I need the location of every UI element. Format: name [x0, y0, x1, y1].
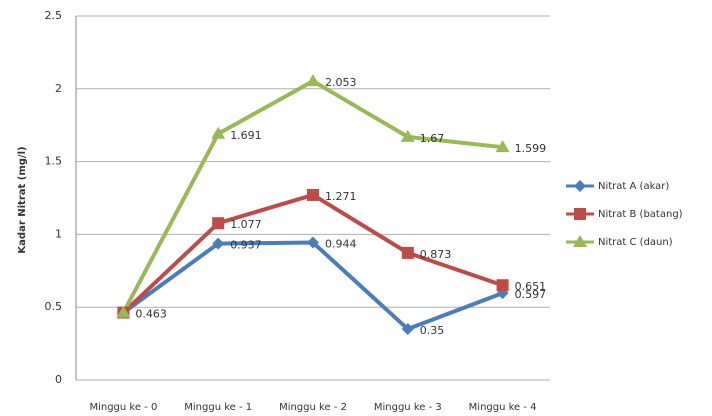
data-point — [307, 236, 319, 249]
data-label: 1.271 — [325, 190, 357, 203]
legend-marker — [573, 235, 587, 247]
data-label: 0.937 — [230, 239, 262, 252]
y-tick-label: 0.5 — [45, 300, 63, 313]
legend-label: Nitrat B (batang) — [598, 209, 683, 220]
y-tick-label: 2.5 — [45, 9, 63, 22]
data-label: 0.597 — [515, 288, 547, 301]
data-label: 0.873 — [420, 248, 452, 261]
data-point — [306, 74, 320, 87]
data-label: 0.35 — [420, 324, 445, 337]
data-label: 0.944 — [325, 238, 357, 251]
data-label: 1.67 — [420, 132, 445, 145]
x-tick-label: Minggu ke - 4 — [469, 402, 537, 413]
data-point — [212, 217, 225, 230]
y-tick-label: 0 — [55, 373, 62, 386]
data-point — [496, 279, 509, 292]
legend-marker — [574, 180, 586, 192]
data-label: 1.691 — [230, 129, 262, 142]
legend-label: Nitrat A (akar) — [598, 181, 669, 192]
y-tick-label: 1 — [55, 227, 62, 240]
data-point — [211, 126, 226, 139]
data-label: 1.077 — [230, 218, 262, 231]
data-point — [400, 129, 415, 142]
y-tick-label: 2 — [55, 82, 62, 95]
y-tick-label: 1.5 — [45, 155, 63, 168]
data-label: 2.053 — [325, 76, 357, 89]
data-point — [401, 246, 414, 259]
data-point — [212, 237, 225, 250]
legend-label: Nitrat C (daun) — [598, 237, 673, 248]
legend-marker — [574, 208, 586, 220]
x-tick-label: Minggu ke - 2 — [279, 402, 347, 413]
data-point — [307, 188, 319, 201]
x-tick-label: Minggu ke - 3 — [374, 402, 442, 413]
data-label: 0.651 — [515, 280, 547, 293]
data-point — [116, 305, 131, 318]
data-point — [401, 323, 414, 336]
data-label: 0.463 — [135, 308, 167, 321]
y-axis-label: Kadar Nitrat (mg/l) — [17, 146, 28, 253]
x-tick-label: Minggu ke - 0 — [89, 402, 157, 413]
data-label: 1.599 — [515, 142, 547, 155]
data-point — [495, 140, 510, 153]
x-tick-label: Minggu ke - 1 — [184, 402, 252, 413]
